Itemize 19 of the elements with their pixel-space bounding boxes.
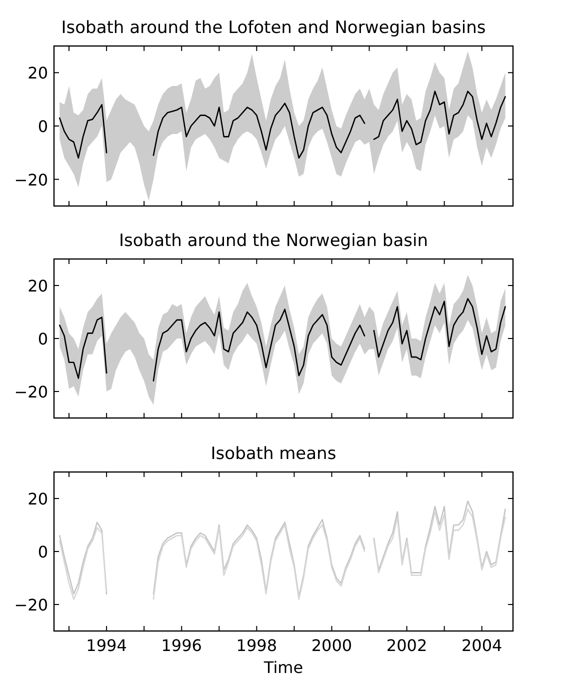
x-tick-label: 2004 [461,636,502,655]
y-tick-label: 0 [38,542,48,562]
x-tick-label: 2002 [386,636,428,655]
y-tick-label: 20 [28,276,48,296]
x-tick-label: 1994 [86,636,127,655]
y-tick-label: 0 [38,117,48,136]
y-tick-label: −20 [14,382,48,402]
chart-title: Isobath around the Norwegian basin [119,231,428,251]
x-axis-title: Time [262,658,304,677]
y-tick-label: 20 [28,64,48,83]
y-tick-label: −20 [14,596,48,614]
y-tick-label: −20 [14,170,48,190]
y-tick-label: 0 [38,330,48,348]
x-tick-label: 1996 [161,636,202,655]
chart-title: Isobath around the Lofoten and Norwegian basins [61,18,486,38]
chart-title: Isobath means [210,444,336,464]
x-tick-label: 2000 [311,636,352,655]
y-tick-label: 20 [28,490,48,508]
x-tick-label: 1998 [236,636,278,655]
